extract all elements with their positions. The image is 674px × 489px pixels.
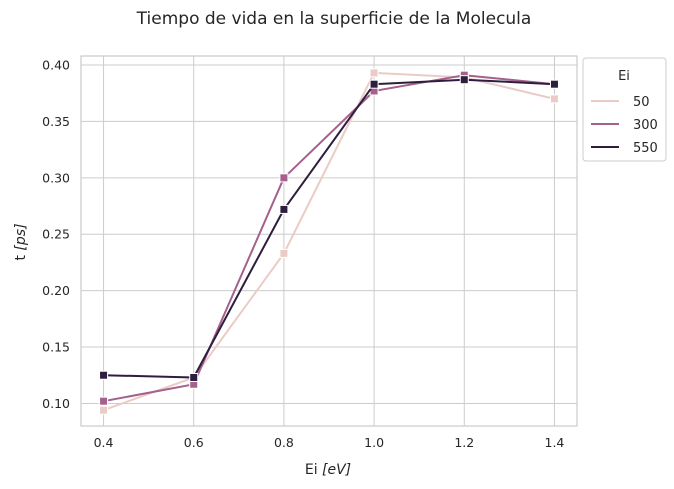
data-point (279, 204, 289, 214)
x-tick-labels: 0.4 0.6 0.8 1.0 1.2 1.4 (94, 435, 565, 450)
data-point (549, 94, 559, 104)
legend-title: Ei (618, 69, 630, 84)
data-point (279, 248, 289, 258)
y-tick-label: 0.30 (42, 170, 70, 185)
series-line-300 (103, 74, 555, 403)
data-point (189, 372, 199, 382)
y-axis-label: t [ps] (13, 223, 29, 260)
x-tick-label: 1.2 (454, 435, 474, 450)
plot-frame (80, 55, 578, 427)
data-point (549, 79, 559, 89)
data-point (99, 370, 109, 380)
series-line-50 (103, 71, 555, 412)
y-tick-label: 0.10 (42, 396, 70, 411)
x-tick-label: 0.4 (94, 435, 114, 450)
legend-label: 300 (633, 118, 658, 133)
legend-box (582, 57, 667, 162)
legend-label: 50 (633, 95, 650, 110)
y-tick-labels: 0.10 0.15 0.20 0.25 0.30 0.35 0.40 (42, 58, 70, 411)
x-tick-label: 0.6 (184, 435, 204, 450)
legend-label: 550 (633, 141, 658, 156)
data-point (99, 396, 109, 406)
data-point (369, 79, 379, 89)
y-tick-label: 0.40 (42, 58, 70, 73)
y-tick-label: 0.15 (42, 340, 70, 355)
legend-item-50: 50 (591, 95, 650, 110)
x-axis-label: Ei [eV] (305, 462, 351, 478)
legend-item-550: 550 (591, 141, 658, 156)
legend-item-300: 300 (591, 118, 658, 133)
y-tick-label: 0.20 (42, 283, 70, 298)
data-point (279, 173, 289, 183)
legend: Ei 50 300 550 (582, 57, 667, 162)
data-point (369, 68, 379, 78)
series-50 (99, 68, 559, 415)
x-tick-label: 1.0 (364, 435, 384, 450)
series-line-550 (103, 78, 555, 379)
data-point (99, 405, 109, 415)
grid (81, 56, 577, 426)
y-tick-label: 0.25 (42, 227, 70, 242)
y-tick-label: 0.35 (42, 114, 70, 129)
chart-title: Tiempo de vida en la superficie de la Mo… (136, 9, 532, 29)
series-layer (99, 68, 559, 415)
data-point (459, 75, 469, 85)
series-550 (99, 75, 559, 382)
x-tick-label: 0.8 (274, 435, 294, 450)
x-tick-label: 1.4 (545, 435, 565, 450)
